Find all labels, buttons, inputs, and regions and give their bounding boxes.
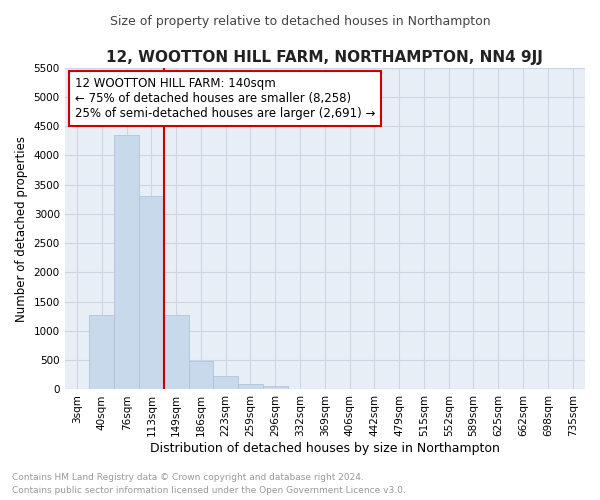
Bar (89, 315, 114, 390)
Y-axis label: Number of detached properties: Number of detached properties (15, 136, 28, 322)
Bar (263, 386, 287, 390)
Bar (164, 315, 188, 390)
Text: Size of property relative to detached houses in Northampton: Size of property relative to detached ho… (110, 15, 490, 28)
Text: Contains HM Land Registry data © Crown copyright and database right 2024.
Contai: Contains HM Land Registry data © Crown c… (12, 474, 406, 495)
Bar (139, 196, 164, 390)
Text: 12 WOOTTON HILL FARM: 140sqm
← 75% of detached houses are smaller (8,258)
25% of: 12 WOOTTON HILL FARM: 140sqm ← 75% of de… (75, 77, 376, 120)
Bar (238, 384, 263, 390)
Title: 12, WOOTTON HILL FARM, NORTHAMPTON, NN4 9JJ: 12, WOOTTON HILL FARM, NORTHAMPTON, NN4 … (106, 50, 543, 65)
X-axis label: Distribution of detached houses by size in Northampton: Distribution of detached houses by size … (150, 442, 500, 455)
Bar (114, 135, 139, 390)
Bar (214, 376, 238, 390)
Bar (188, 362, 214, 390)
